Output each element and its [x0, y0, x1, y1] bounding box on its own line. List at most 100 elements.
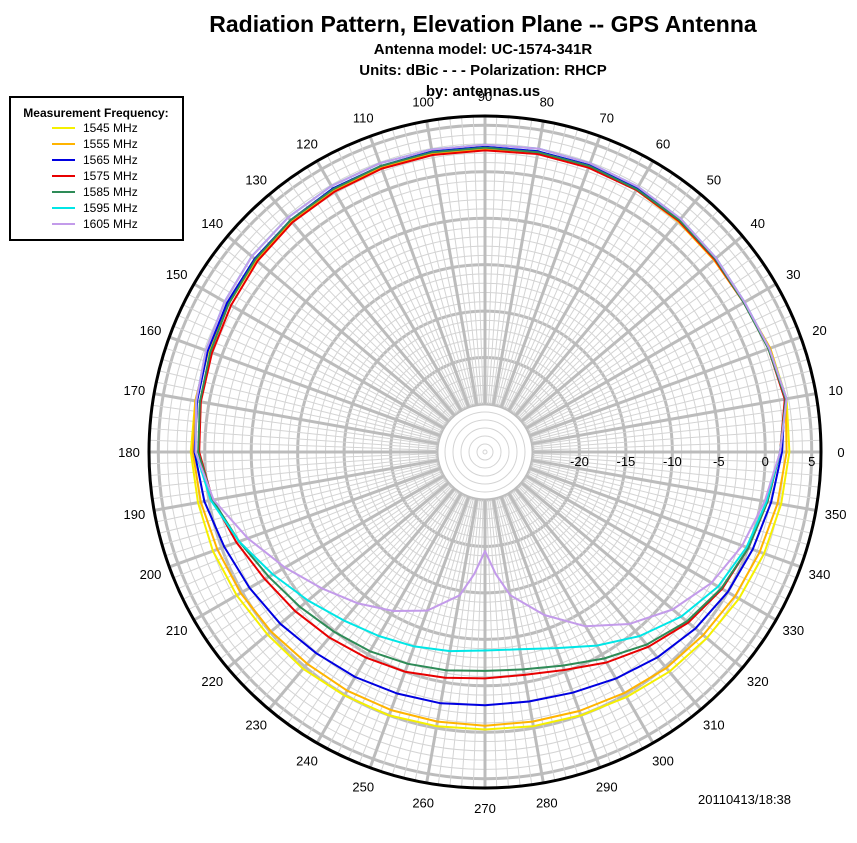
angle-tick-label: 50 [707, 172, 721, 187]
spoke-minor [522, 481, 751, 660]
spoke-major [226, 481, 450, 670]
spoke-minor [532, 404, 818, 446]
angle-tick-label: 230 [245, 718, 267, 733]
spoke-minor [149, 439, 438, 451]
spoke-major [514, 487, 703, 711]
angle-tick-label: 0 [837, 445, 844, 460]
spoke-minor [358, 140, 468, 408]
spoke-minor [510, 166, 664, 412]
spoke-major [520, 234, 744, 423]
spoke-minor [487, 116, 509, 405]
spoke-minor [449, 117, 481, 405]
spoke-minor [296, 491, 459, 731]
spoke-minor [173, 325, 441, 435]
spoke-minor [326, 155, 463, 410]
spoke-major [193, 474, 445, 622]
spoke-major [267, 487, 456, 711]
spoke-minor [206, 263, 446, 426]
spoke-minor [199, 273, 445, 427]
radial-grid-center [468, 435, 502, 469]
spoke-minor [528, 471, 793, 590]
spoke-minor [519, 218, 728, 420]
spoke-minor [499, 497, 590, 772]
legend: Measurement Frequency: 1545 MHz 1555 MHz 1… [9, 96, 184, 241]
spoke-minor [242, 484, 451, 686]
spoke-major [514, 193, 703, 417]
spoke-minor [527, 293, 782, 430]
outer-ring [147, 114, 823, 790]
spoke-minor [532, 453, 821, 465]
spoke-minor [523, 479, 758, 650]
spoke-minor [177, 314, 442, 433]
spoke-major [507, 160, 655, 412]
spoke-minor [522, 244, 751, 423]
spoke-minor [524, 478, 764, 641]
spoke-major [315, 492, 463, 744]
angle-tick-label: 250 [352, 780, 374, 795]
spoke-minor [499, 132, 590, 407]
radial-tick-label: 0 [762, 454, 769, 469]
spoke-major [529, 467, 802, 569]
spoke-minor [497, 128, 579, 406]
legend-label: 1555 MHz [83, 137, 138, 151]
spoke-minor [525, 273, 771, 427]
spoke-minor [403, 498, 474, 779]
spoke-minor [212, 254, 447, 425]
radial-tick-label: -5 [713, 454, 725, 469]
spoke-minor [472, 499, 484, 788]
radial-tick-label: 5 [808, 454, 815, 469]
angle-tick-label: 130 [245, 172, 267, 187]
spoke-minor [531, 370, 812, 441]
legend-label: 1585 MHz [83, 185, 138, 199]
legend-label: 1565 MHz [83, 153, 138, 167]
spoke-major [491, 499, 545, 784]
spoke-minor [391, 498, 473, 776]
spoke-minor [234, 483, 450, 678]
legend-box [9, 96, 184, 241]
spoke-minor [514, 489, 693, 718]
spoke-minor [511, 173, 674, 413]
spoke-major [315, 160, 463, 412]
spoke-major [425, 120, 479, 405]
radial-tick-label: -20 [570, 454, 589, 469]
spoke-major [507, 492, 655, 744]
radial-grid-center [476, 443, 494, 461]
spoke-major [525, 282, 777, 430]
angle-tick-label: 320 [747, 674, 769, 689]
series-line [194, 143, 788, 628]
spoke-minor [532, 454, 821, 476]
spoke-minor [528, 314, 793, 433]
spoke-minor [358, 496, 468, 764]
spoke-minor [472, 116, 484, 405]
spoke-minor [188, 293, 443, 430]
spoke-minor [516, 487, 711, 703]
spoke-minor [149, 428, 438, 450]
spoke-minor [437, 499, 479, 785]
spoke-minor [296, 173, 459, 413]
spoke-minor [403, 125, 474, 406]
legend-label: 1545 MHz [83, 121, 138, 135]
angle-tick-label: 60 [656, 137, 670, 152]
spoke-minor [511, 491, 674, 731]
spoke-minor [529, 469, 797, 579]
spoke-minor [461, 116, 483, 405]
timestamp: 20110413/18:38 [698, 792, 791, 807]
spoke-minor [380, 497, 471, 772]
spoke-minor [449, 499, 481, 787]
spoke-minor [527, 304, 788, 432]
angle-tick-label: 160 [140, 323, 162, 338]
angle-tick-label: 280 [536, 796, 558, 811]
spoke-minor [259, 201, 454, 417]
spoke-minor [527, 472, 788, 600]
angle-tick-label: 200 [140, 567, 162, 582]
spoke-minor [277, 186, 456, 415]
spoke-minor [507, 155, 644, 410]
spoke-minor [524, 263, 764, 426]
spoke-minor [523, 254, 758, 425]
angle-tick-label: 330 [782, 623, 804, 638]
legend-label: 1595 MHz [83, 201, 138, 215]
spoke-minor [206, 478, 446, 641]
spoke-minor [494, 498, 556, 781]
spoke-major [491, 120, 545, 405]
polar-grid [147, 114, 823, 790]
